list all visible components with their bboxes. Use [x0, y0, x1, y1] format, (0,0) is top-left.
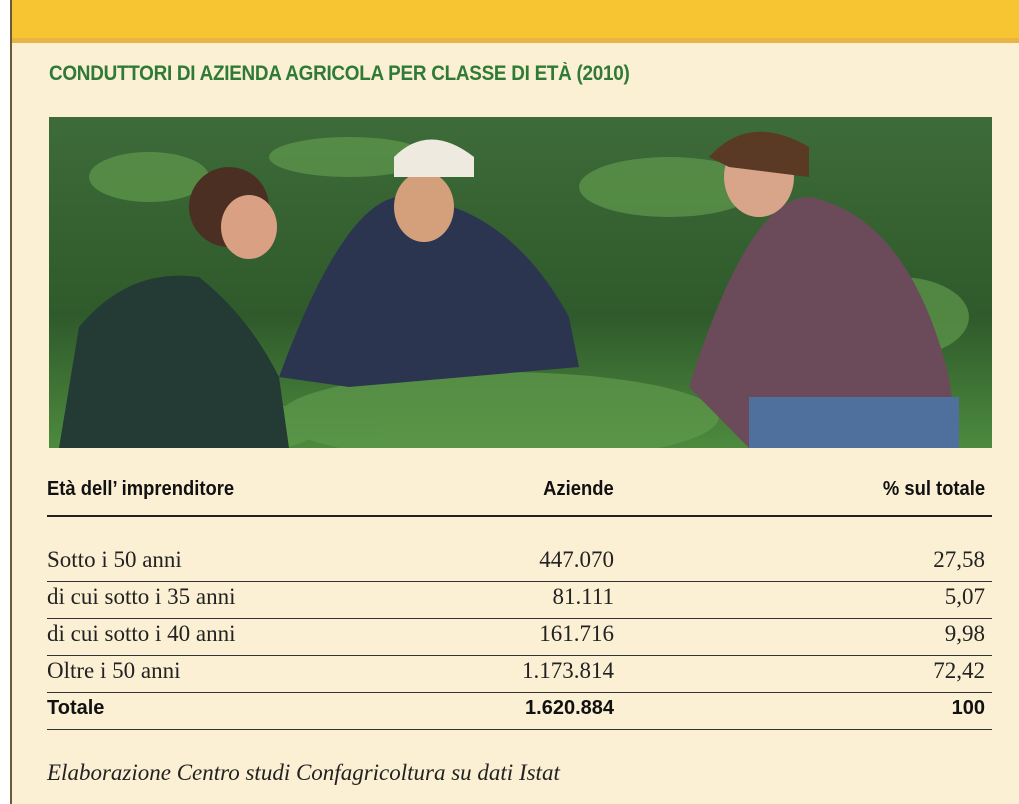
- column-header: Età dell’ imprenditore: [47, 478, 234, 501]
- cell: 1.620.884: [525, 697, 614, 720]
- source-note: Elaborazione Centro studi Confagricoltur…: [47, 760, 560, 786]
- photo: [49, 117, 992, 448]
- cell: di cui sotto i 35 anni: [47, 584, 235, 610]
- header-rule: [47, 515, 992, 517]
- row-rule: [47, 581, 992, 582]
- cell: 447.070: [539, 547, 614, 573]
- cell: 81.111: [552, 584, 614, 610]
- cell: 5,07: [945, 584, 985, 610]
- cell: 9,98: [945, 621, 985, 647]
- cell: di cui sotto i 40 anni: [47, 621, 235, 647]
- cell: 100: [952, 697, 985, 720]
- cell: Sotto i 50 anni: [47, 547, 182, 573]
- column-header: Aziende: [543, 478, 614, 501]
- cell: Oltre i 50 anni: [47, 658, 181, 684]
- cell: Totale: [47, 697, 104, 720]
- cell: 161.716: [539, 621, 614, 647]
- top-bar: [12, 0, 1019, 43]
- panel: CONDUTTORI DI AZIENDA AGRICOLA PER CLASS…: [10, 0, 1019, 804]
- row-rule: [47, 692, 992, 693]
- column-header: % sul totale: [883, 478, 985, 501]
- cell: 72,42: [933, 658, 985, 684]
- cell: 1.173.814: [522, 658, 614, 684]
- page: CONDUTTORI DI AZIENDA AGRICOLA PER CLASS…: [0, 0, 1019, 804]
- title: CONDUTTORI DI AZIENDA AGRICOLA PER CLASS…: [49, 62, 630, 86]
- cell: 27,58: [933, 547, 985, 573]
- row-rule: [47, 655, 992, 656]
- row-rule: [47, 618, 992, 619]
- row-rule: [47, 729, 992, 730]
